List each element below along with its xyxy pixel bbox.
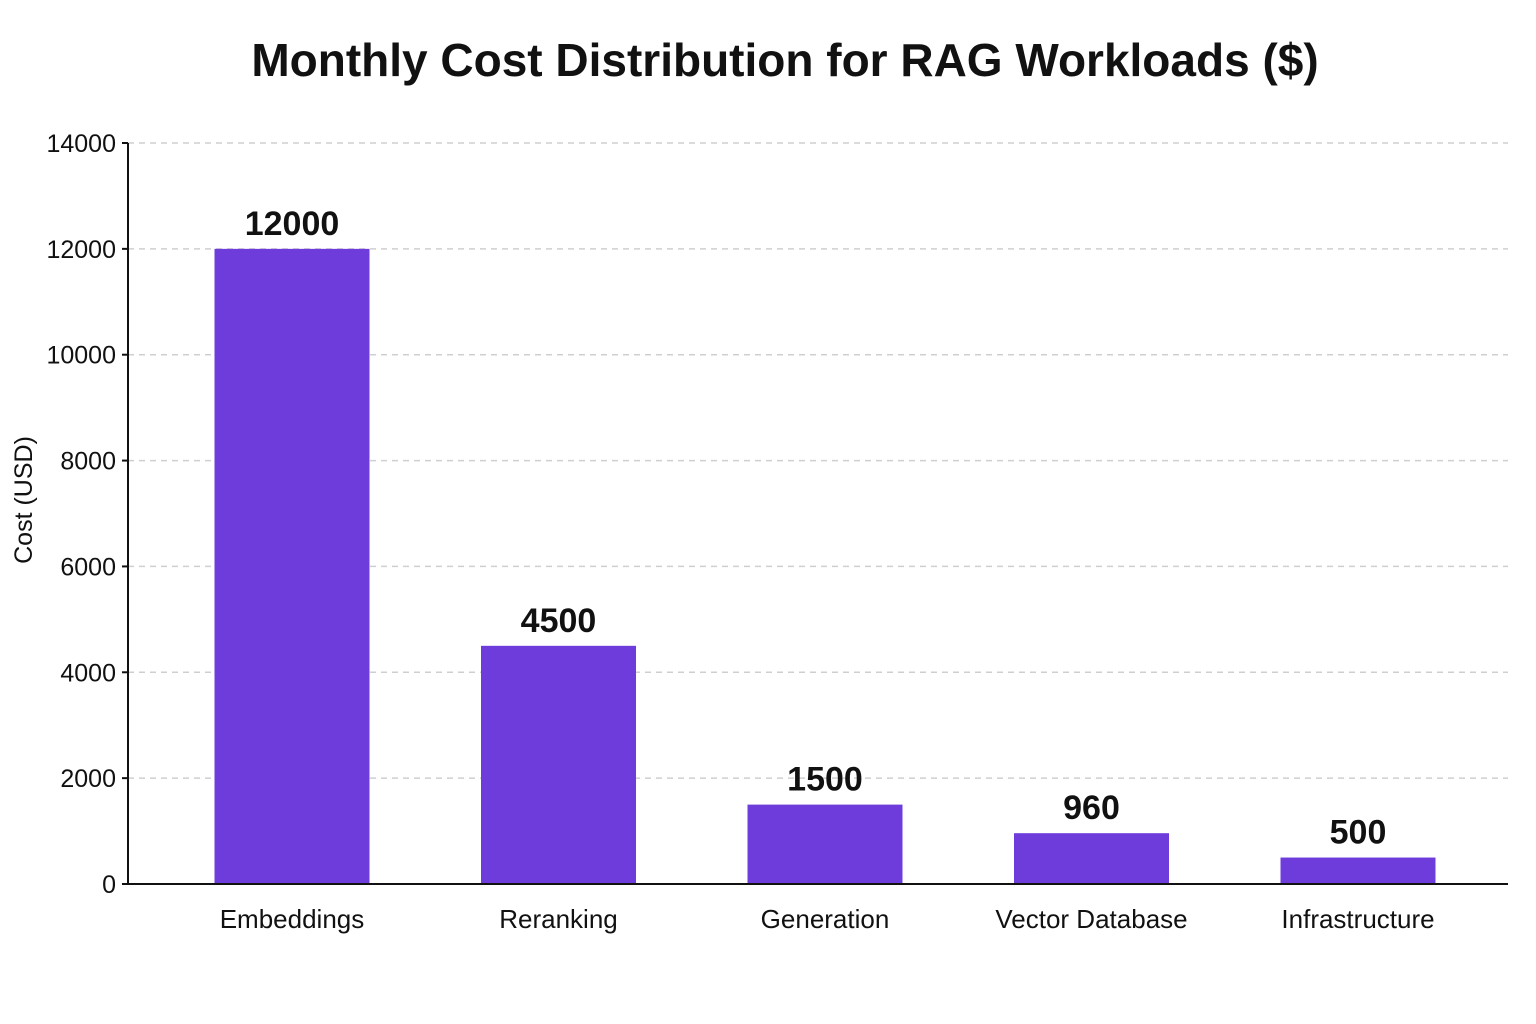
bar <box>747 804 903 884</box>
gridlines <box>128 142 1508 779</box>
y-tick-label: 4000 <box>60 659 116 687</box>
y-axis-ticks: 0 2000 4000 6000 8000 10000 12000 14000 <box>46 130 128 899</box>
y-tick-label: 12000 <box>46 236 116 264</box>
y-tick-label: 10000 <box>46 342 116 370</box>
bars <box>214 248 1436 884</box>
bar-value-label: 960 <box>1063 789 1120 827</box>
x-tick-label: Embeddings <box>220 904 365 934</box>
y-tick-label: 2000 <box>60 765 116 793</box>
x-axis-ticks: Embeddings Reranking Generation Vector Data… <box>220 904 1435 934</box>
x-tick-label: Generation <box>761 904 890 934</box>
bar <box>481 645 636 884</box>
bar <box>214 248 370 884</box>
bar-value-label: 500 <box>1330 814 1387 852</box>
chart-title: Monthly Cost Distribution for RAG Worklo… <box>251 34 1318 86</box>
bar-value-label: 12000 <box>245 205 340 243</box>
y-tick-label: 6000 <box>60 553 116 581</box>
x-tick-label: Reranking <box>499 904 618 934</box>
bar <box>1014 833 1169 884</box>
y-axis-label: Cost (USD) <box>10 436 38 564</box>
y-tick-label: 8000 <box>60 448 116 476</box>
y-tick-label: 0 <box>102 871 116 899</box>
x-tick-label: Vector Database <box>995 904 1187 934</box>
value-labels: 12000 4500 1500 960 500 <box>245 205 1387 852</box>
bar-value-label: 1500 <box>787 761 863 799</box>
x-tick-label: Infrastructure <box>1281 904 1434 934</box>
bar <box>1280 857 1436 884</box>
y-tick-label: 14000 <box>46 130 116 158</box>
bar-value-label: 4500 <box>521 602 597 640</box>
